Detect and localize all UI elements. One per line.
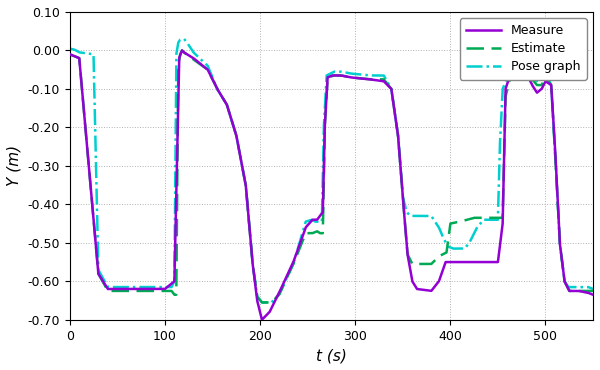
Legend: Measure, Estimate, Pose graph: Measure, Estimate, Pose graph <box>460 18 587 80</box>
X-axis label: t (s): t (s) <box>316 348 347 363</box>
Y-axis label: Y (m): Y (m) <box>7 145 22 186</box>
